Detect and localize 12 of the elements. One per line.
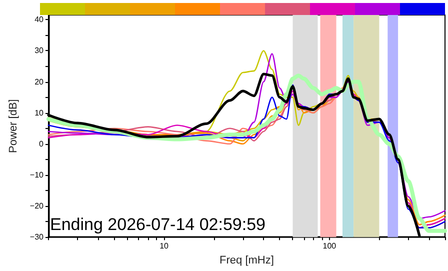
y-tick-label: −10 bbox=[30, 170, 44, 180]
y-tick-label: −30 bbox=[30, 232, 44, 242]
x-tick-label: 100 bbox=[322, 242, 337, 251]
y-tick-label: 30 bbox=[34, 46, 44, 56]
annotation: Ending 2026-07-14 02:59:59 bbox=[50, 215, 266, 234]
y-tick-label: 40 bbox=[34, 15, 44, 24]
y-tick-label: 10 bbox=[34, 108, 44, 118]
x-axis-title: Freq [mHz] bbox=[220, 254, 274, 266]
y-tick-label: −20 bbox=[30, 202, 44, 211]
y-tick-label: 0 bbox=[39, 139, 44, 148]
y-tick-label: 20 bbox=[34, 77, 44, 86]
y-axis-title: Power [dB] bbox=[8, 99, 20, 153]
